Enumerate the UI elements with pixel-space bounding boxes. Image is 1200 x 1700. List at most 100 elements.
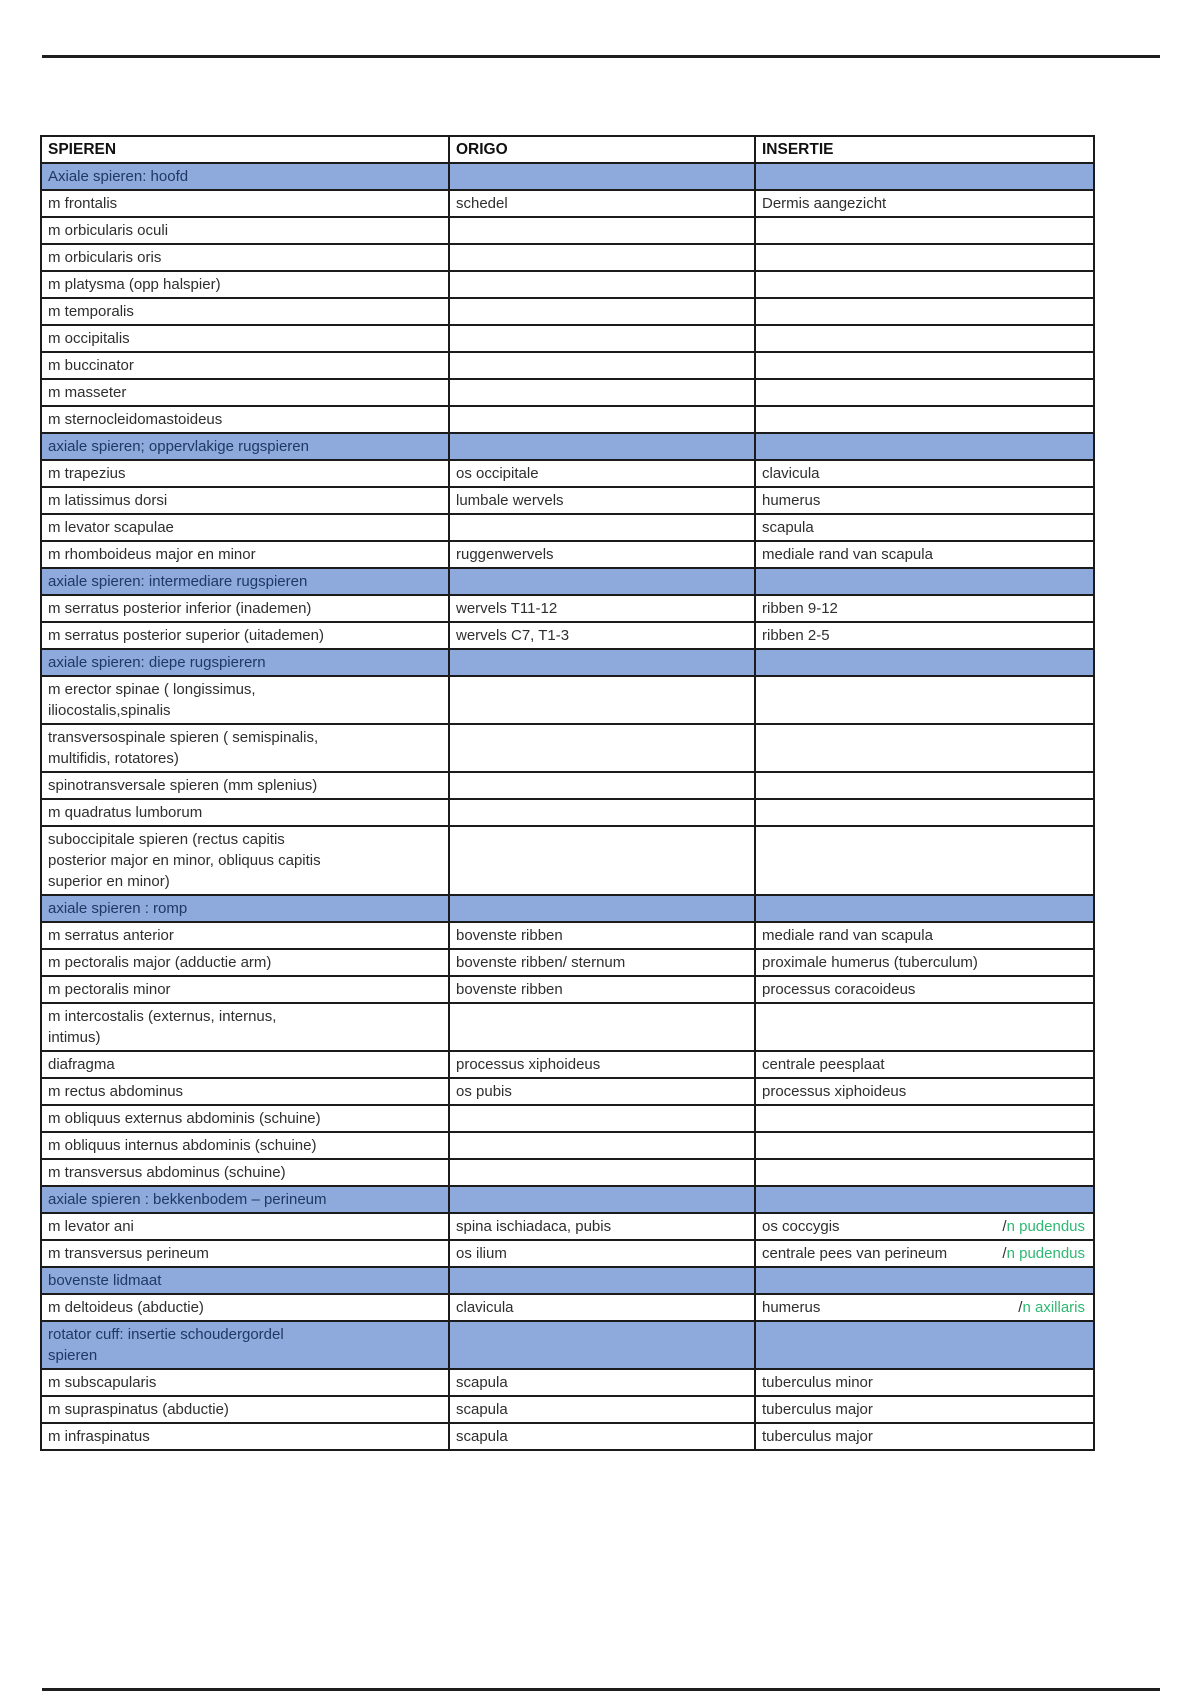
cell-insertie: mediale rand van scapula <box>754 540 1095 569</box>
cell-origo <box>448 675 756 725</box>
nerve-slash: / <box>1018 1299 1023 1316</box>
cell-insertie <box>754 825 1095 896</box>
cell-insertie: os coccygis/n pudendus <box>754 1212 1095 1241</box>
cell-spieren: transversospinale spieren ( semispinalis… <box>40 723 450 773</box>
column-header-insertie: INSERTIE <box>754 135 1095 164</box>
cell-insertie: scapula <box>754 513 1095 542</box>
cell-insertie <box>754 243 1095 272</box>
section-empty-cell <box>448 1266 756 1295</box>
cell-spieren: diafragma <box>40 1050 450 1079</box>
section-empty-cell <box>448 567 756 596</box>
section-empty-cell <box>448 1320 756 1370</box>
section-row: axiale spieren : romp <box>40 894 1095 923</box>
cell-spieren: suboccipitale spieren (rectus capitis po… <box>40 825 450 896</box>
cell-spieren: m orbicularis oris <box>40 243 450 272</box>
section-row: axiale spieren : bekkenbodem – perineum <box>40 1185 1095 1214</box>
table-row: m levator ani spina ischiadaca, pubis os c… <box>40 1212 1095 1241</box>
table-row: m transversus abdominus (schuine) <box>40 1158 1095 1187</box>
cell-spieren: m platysma (opp halspier) <box>40 270 450 299</box>
table-row: m transversus perineum os ilium centrale p… <box>40 1239 1095 1268</box>
muscles-table: SPIEREN ORIGO INSERTIE Axiale spieren: h… <box>40 135 1095 1451</box>
cell-origo: os occipitale <box>448 459 756 488</box>
cell-insertie <box>754 351 1095 380</box>
cell-insertie <box>754 1131 1095 1160</box>
section-row: axiale spieren: diepe rugspierern <box>40 648 1095 677</box>
table-row: m supraspinatus (abductie) scapula tubercu… <box>40 1395 1095 1424</box>
cell-spieren: m erector spinae ( longissimus, iliocost… <box>40 675 450 725</box>
cell-insertie <box>754 798 1095 827</box>
cell-spieren: m pectoralis major (adductie arm) <box>40 948 450 977</box>
section-empty-cell <box>448 648 756 677</box>
table-row: m serratus posterior inferior (inademen)… <box>40 594 1095 623</box>
section-label-cell: Axiale spieren: hoofd <box>40 162 450 191</box>
cell-origo: schedel <box>448 189 756 218</box>
cell-origo: spina ischiadaca, pubis <box>448 1212 756 1241</box>
cell-spieren: m serratus posterior superior (uitademen… <box>40 621 450 650</box>
cell-spieren: m transversus perineum <box>40 1239 450 1268</box>
column-header-spieren: SPIEREN <box>40 135 450 164</box>
section-empty-cell <box>754 1266 1095 1295</box>
cell-spieren: m obliquus internus abdominis (schuine) <box>40 1131 450 1160</box>
cell-origo <box>448 1002 756 1052</box>
cell-insertie: clavicula <box>754 459 1095 488</box>
cell-origo: processus xiphoideus <box>448 1050 756 1079</box>
section-label-cell: bovenste lidmaat <box>40 1266 450 1295</box>
cell-insertie <box>754 723 1095 773</box>
table-row: m quadratus lumborum <box>40 798 1095 827</box>
cell-spieren: m occipitalis <box>40 324 450 353</box>
table-row: m platysma (opp halspier) <box>40 270 1095 299</box>
section-label-cell: axiale spieren; oppervlakige rugspieren <box>40 432 450 461</box>
cell-spieren: m levator ani <box>40 1212 450 1241</box>
cell-origo <box>448 825 756 896</box>
table-header-row: SPIEREN ORIGO INSERTIE <box>40 135 1095 164</box>
table-row: m deltoideus (abductie) clavicula humerus /… <box>40 1293 1095 1322</box>
cell-origo <box>448 297 756 326</box>
table-row: m levator scapulae scapula <box>40 513 1095 542</box>
cell-spieren: spinotransversale spieren (mm splenius) <box>40 771 450 800</box>
cell-spieren: m deltoideus (abductie) <box>40 1293 450 1322</box>
cell-origo: bovenste ribben <box>448 975 756 1004</box>
cell-origo <box>448 723 756 773</box>
cell-insertie <box>754 1158 1095 1187</box>
table-row: m serratus anterior bovenste ribben medial… <box>40 921 1095 950</box>
cell-origo <box>448 378 756 407</box>
cell-origo <box>448 270 756 299</box>
cell-origo: scapula <box>448 1422 756 1451</box>
cell-insertie <box>754 771 1095 800</box>
cell-origo <box>448 513 756 542</box>
cell-spieren: m latissimus dorsi <box>40 486 450 515</box>
cell-origo <box>448 216 756 245</box>
cell-insertie <box>754 405 1095 434</box>
section-empty-cell <box>754 1185 1095 1214</box>
table-row: m frontalis schedel Dermis aangezicht <box>40 189 1095 218</box>
cell-insertie <box>754 216 1095 245</box>
cell-origo: wervels C7, T1-3 <box>448 621 756 650</box>
cell-spieren: m pectoralis minor <box>40 975 450 1004</box>
cell-spieren: m quadratus lumborum <box>40 798 450 827</box>
cell-spieren: m trapezius <box>40 459 450 488</box>
muscle-table-body: Axiale spieren: hoofd m frontalis schedel D… <box>40 162 1095 1451</box>
cell-origo <box>448 351 756 380</box>
cell-spieren: m infraspinatus <box>40 1422 450 1451</box>
table-row: m orbicularis oris <box>40 243 1095 272</box>
cell-origo: os pubis <box>448 1077 756 1106</box>
cell-origo: scapula <box>448 1395 756 1424</box>
table-row: m latissimus dorsi lumbale wervels humerus <box>40 486 1095 515</box>
table-row: m masseter <box>40 378 1095 407</box>
cell-insertie: processus xiphoideus <box>754 1077 1095 1106</box>
insertie-text: centrale pees van perineum <box>762 1245 948 1262</box>
cell-origo: os ilium <box>448 1239 756 1268</box>
table-row: spinotransversale spieren (mm splenius) <box>40 771 1095 800</box>
section-empty-cell <box>754 162 1095 191</box>
cell-spieren: m transversus abdominus (schuine) <box>40 1158 450 1187</box>
table-row: m infraspinatus scapula tuberculus major <box>40 1422 1095 1451</box>
table-row: m temporalis <box>40 297 1095 326</box>
table-row: m pectoralis minor bovenste ribben process… <box>40 975 1095 1004</box>
cell-insertie <box>754 378 1095 407</box>
cell-origo: wervels T11-12 <box>448 594 756 623</box>
cell-spieren: m subscapularis <box>40 1368 450 1397</box>
cell-insertie: tuberculus major <box>754 1395 1095 1424</box>
section-row: axiale spieren: intermediare rugspieren <box>40 567 1095 596</box>
cell-spieren: m serratus anterior <box>40 921 450 950</box>
cell-origo <box>448 1104 756 1133</box>
